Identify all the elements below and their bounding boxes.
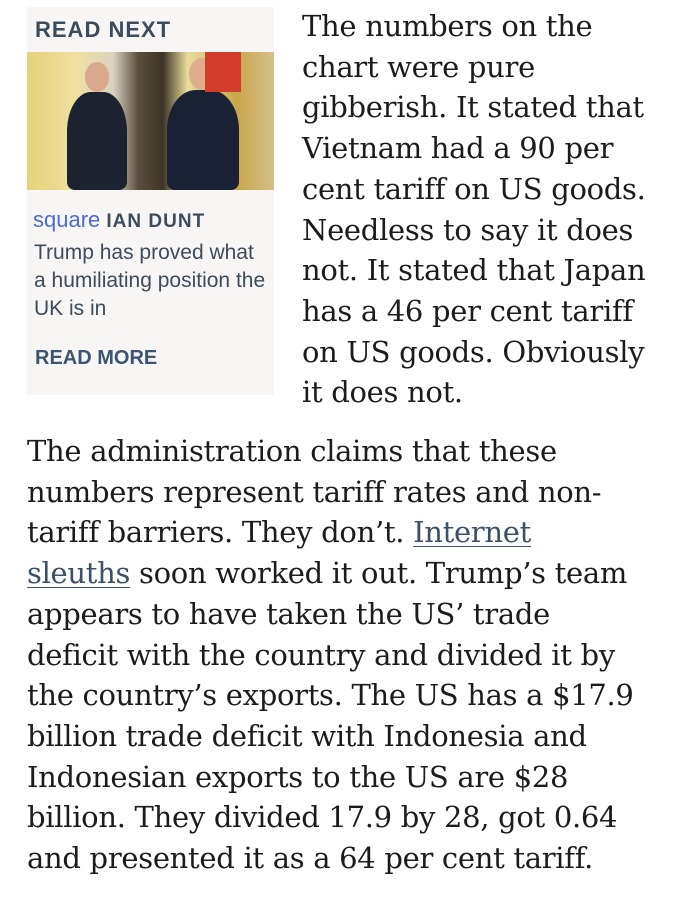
text-segment: chart were pure — [302, 49, 535, 84]
kicker: square — [33, 207, 101, 232]
text-line: chart were pure — [302, 47, 646, 88]
text-segment: Needless to say it does — [302, 212, 634, 247]
text-segment: not. It stated that Japan — [302, 253, 646, 288]
text-segment: and presented it as a 64 per cent tariff… — [27, 841, 594, 876]
text-line: gibberish. It stated that — [302, 87, 646, 128]
text-line: the country’s exports. The US has a $17.… — [27, 675, 634, 716]
text-segment: soon worked it out. Trump’s team — [130, 556, 628, 591]
author-name: IAN DUNT — [106, 211, 206, 232]
text-segment: The numbers on the — [302, 9, 593, 43]
internet-sleuths-link[interactable]: Internet — [413, 515, 531, 550]
text-line: The administration claims that these — [27, 431, 634, 472]
text-line: Needless to say it does — [302, 210, 646, 251]
article-paragraph: The numbers on the chart were pure gibberi… — [302, 6, 646, 413]
text-line: Indonesian exports to the US are $28 — [27, 757, 634, 798]
text-line: Vietnam had a 90 per — [302, 128, 646, 169]
text-line: billion trade deficit with Indonesia and — [27, 716, 634, 757]
byline: square IAN DUNT — [33, 207, 205, 233]
read-next-title: READ NEXT — [35, 17, 172, 42]
text-segment: the country’s exports. The US has a $17.… — [27, 678, 634, 713]
text-line: numbers represent tariff rates and non- — [27, 472, 634, 513]
text-segment: has a 46 per cent tariff — [302, 293, 633, 328]
read-next-headline[interactable]: Trump has proved what a humiliating posi… — [34, 241, 266, 320]
read-next-card[interactable]: READ NEXT square IAN DUNT Trump has prov… — [27, 7, 274, 395]
text-segment: deficit with the country and divided it … — [27, 637, 615, 672]
text-line: tariff barriers. They don’t. Internet — [27, 512, 634, 553]
text-segment: Vietnam had a 90 per — [302, 131, 614, 166]
text-segment: billion. They divided 17.9 by 28, got 0.… — [27, 800, 618, 835]
text-segment: gibberish. It stated that — [302, 90, 644, 125]
text-segment: cent tariff on US goods. — [302, 171, 646, 206]
article-paragraph: The administration claims that these numb… — [27, 431, 634, 879]
text-line: on US goods. Obviously — [302, 332, 646, 373]
text-segment: it does not. — [302, 375, 463, 410]
text-line: not. It stated that Japan — [302, 250, 646, 291]
text-line: deficit with the country and divided it … — [27, 635, 634, 676]
article-thumbnail[interactable] — [27, 52, 274, 190]
text-line: has a 46 per cent tariff — [302, 291, 646, 332]
text-line: sleuths soon worked it out. Trump’s team — [27, 553, 634, 594]
text-segment: The administration claims that these — [27, 434, 557, 468]
text-segment: appears to have taken the US’ trade — [27, 596, 550, 631]
text-segment: Indonesian exports to the US are $28 — [27, 759, 569, 794]
text-segment: billion trade deficit with Indonesia and — [27, 718, 587, 753]
text-segment: on US goods. Obviously — [302, 334, 645, 369]
text-segment: tariff barriers. They don’t. — [27, 515, 414, 550]
text-line: cent tariff on US goods. — [302, 169, 646, 210]
text-line: appears to have taken the US’ trade — [27, 594, 634, 635]
read-more-link[interactable]: READ MORE — [35, 347, 158, 369]
text-line: and presented it as a 64 per cent tariff… — [27, 838, 634, 879]
text-line: it does not. — [302, 372, 646, 413]
text-line: The numbers on the — [302, 6, 646, 47]
text-line: billion. They divided 17.9 by 28, got 0.… — [27, 797, 634, 838]
text-segment: numbers represent tariff rates and non- — [27, 474, 602, 509]
internet-sleuths-link[interactable]: sleuths — [27, 556, 131, 591]
